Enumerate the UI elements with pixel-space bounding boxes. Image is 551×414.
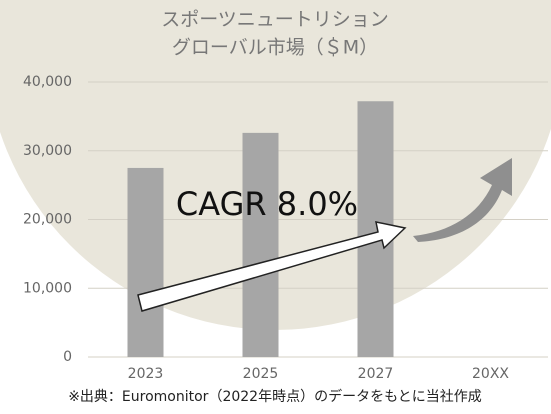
- plot: 0 10,000 20,000 30,000 40,000 2023 2025 2027 20X…: [23, 74, 548, 382]
- x-tick-label: 2027: [358, 366, 394, 382]
- bar: [242, 132, 279, 357]
- y-tick-label: 40,000: [23, 74, 72, 90]
- chart-title: スポーツニュートリション: [161, 9, 389, 31]
- y-tick-label: 0: [63, 349, 72, 365]
- x-tick-label: 2023: [128, 366, 164, 382]
- y-tick-label: 10,000: [23, 280, 72, 296]
- bar: [127, 167, 164, 357]
- growth-arrow: [413, 158, 512, 242]
- source-note: ※出典：Euromonitor（2022年時点）のデータをもとに当社作成: [68, 388, 482, 405]
- x-tick-label: 2025: [243, 366, 279, 382]
- annotation: CAGR 8.0%: [176, 185, 358, 223]
- cagr-arrow: [137, 221, 407, 312]
- y-tick-label: 20,000: [23, 212, 72, 228]
- chart-title: グローバル市場（＄M）: [172, 37, 378, 59]
- x-tick-label: 20XX: [472, 366, 509, 382]
- y-tick-label: 30,000: [23, 143, 72, 159]
